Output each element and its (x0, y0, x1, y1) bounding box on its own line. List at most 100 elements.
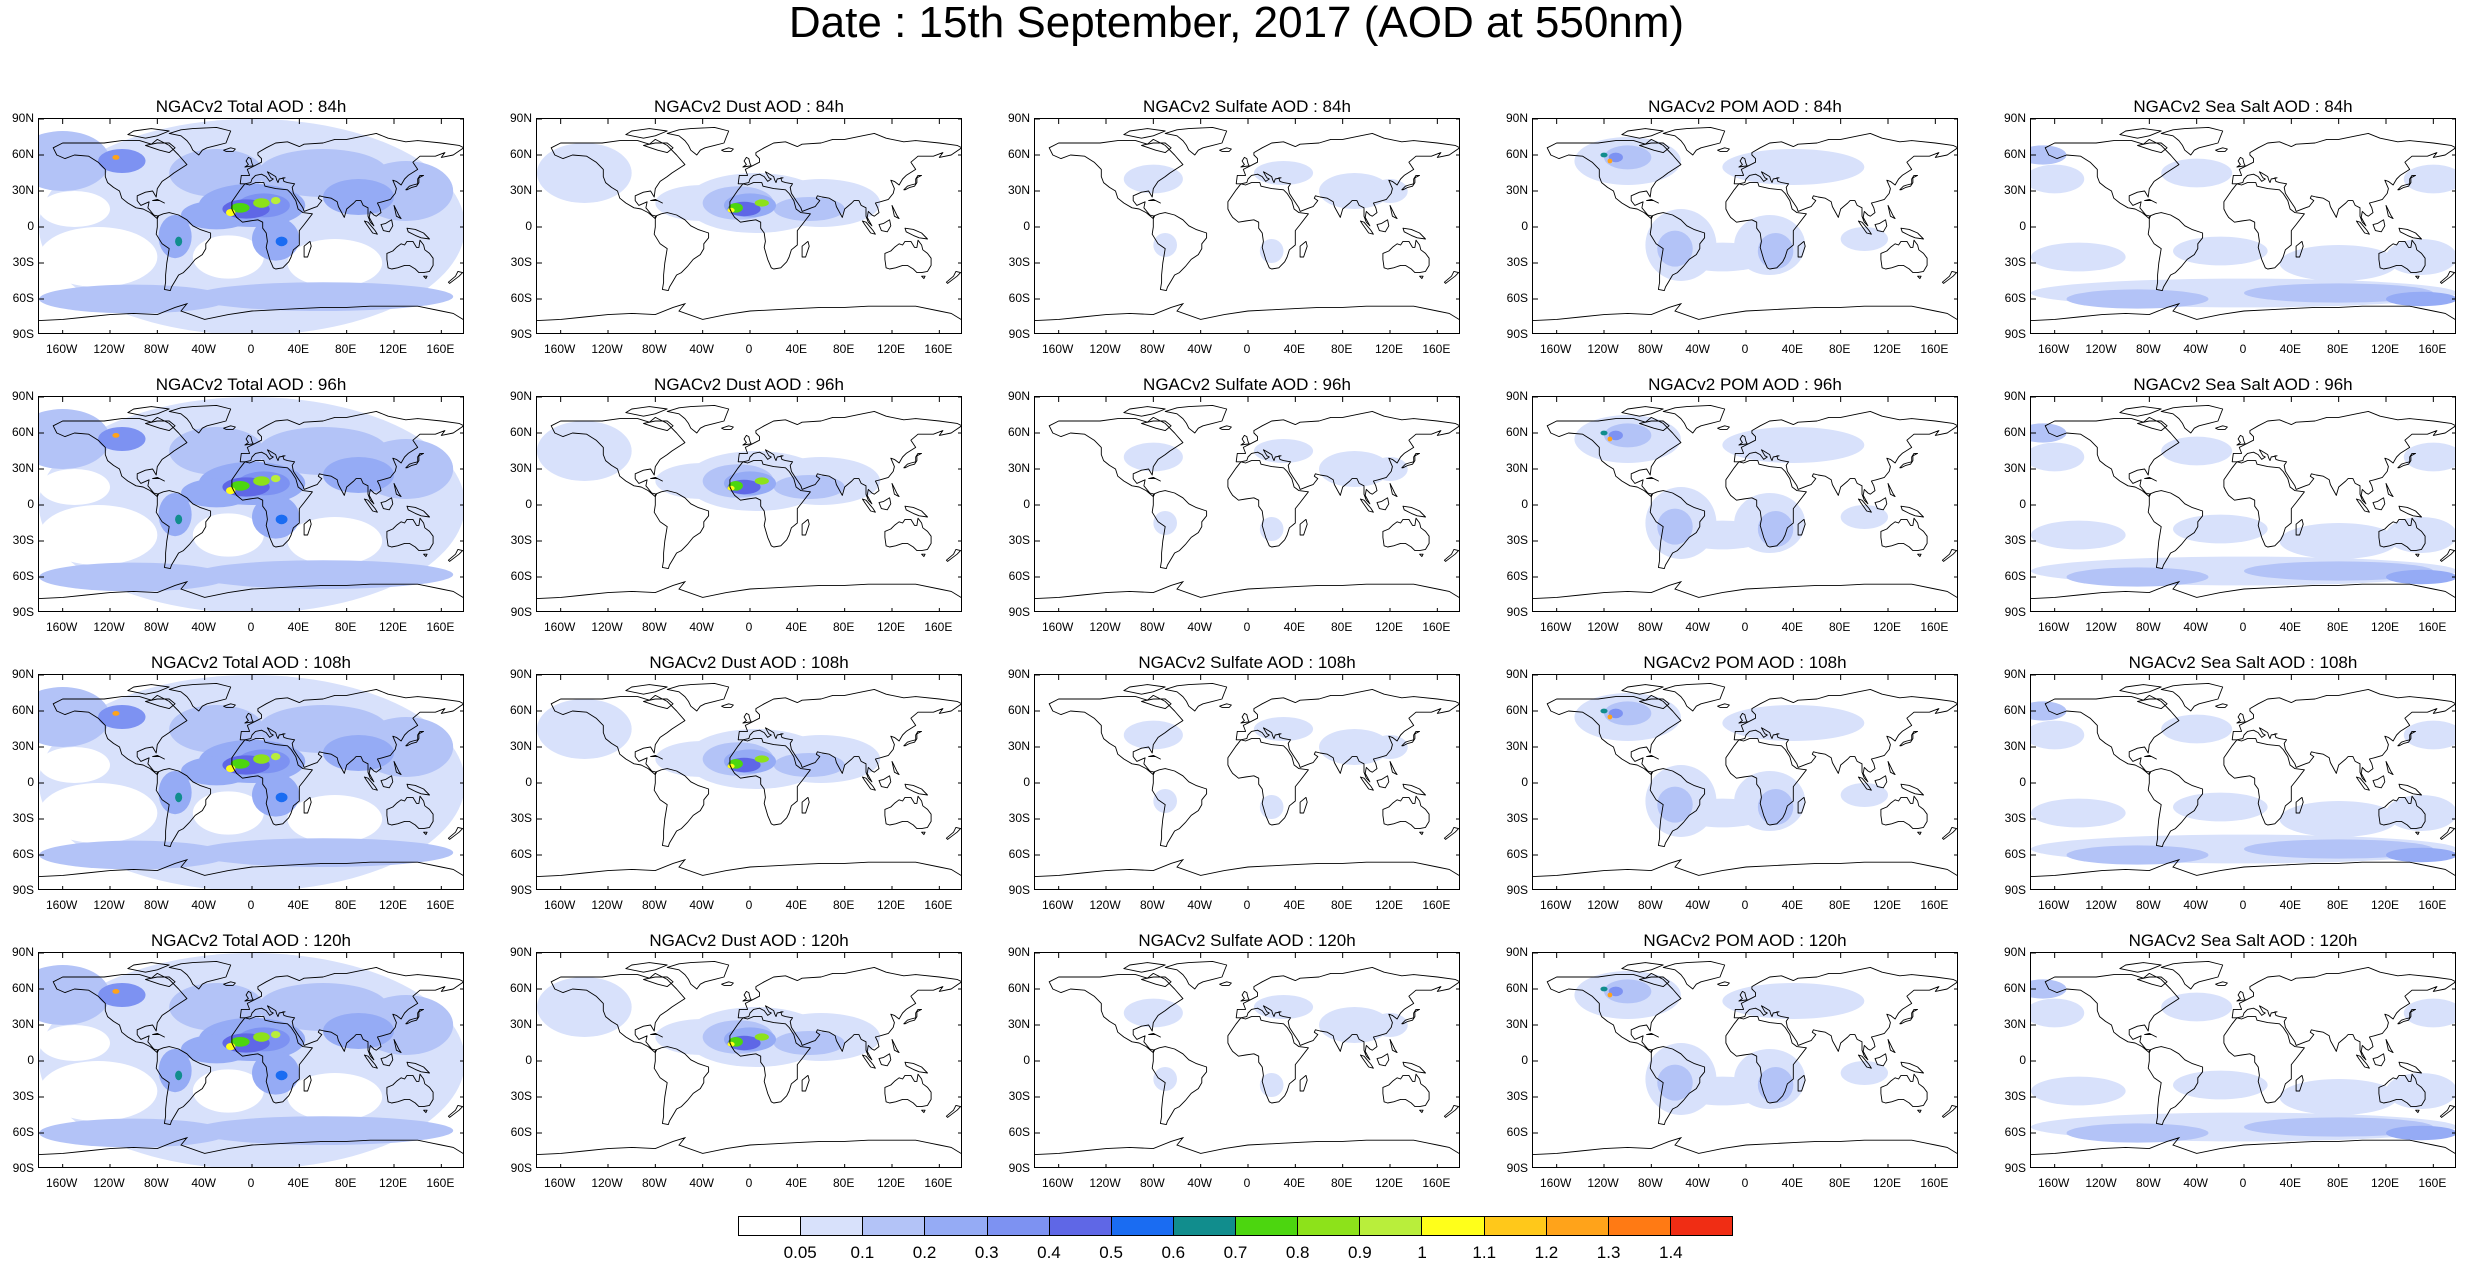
aerosol-plume (252, 217, 300, 261)
coastline (145, 420, 176, 432)
coastline (1917, 831, 1922, 836)
lon-label: 80E (1828, 620, 1851, 634)
aerosol-plume (537, 977, 632, 1037)
aod-map (1035, 675, 1459, 889)
lat-label: 30N (2003, 461, 2026, 475)
coastline (861, 498, 876, 513)
aerosol-plume (537, 143, 632, 203)
colorbar-level-label: 0.8 (1285, 1243, 1310, 1262)
coastline (145, 976, 176, 988)
coastline (1141, 420, 1172, 432)
coastline (1376, 775, 1390, 789)
lon-label: 40W (1685, 1176, 1710, 1190)
coastline (1419, 1109, 1424, 1114)
coastline (393, 204, 402, 220)
panel-title: NGACv2 Sea Salt AOD : 96h (2133, 375, 2353, 394)
aerosol-plume (275, 792, 288, 803)
coastline (2236, 434, 2246, 446)
coastline (2295, 518, 2304, 536)
lon-label: 160E (1920, 898, 1949, 912)
lat-label: 90S (510, 327, 532, 341)
lon-label: 0 (745, 898, 753, 912)
lon-label: 0 (1741, 898, 1749, 912)
coastline (2385, 1038, 2394, 1054)
lat-label: 60N (2003, 147, 2026, 161)
coastline (1419, 831, 1424, 836)
panel-title: NGACv2 Sea Salt AOD : 108h (2128, 653, 2358, 672)
map-panel-pom-row3: NGACv2 POM AOD : 108h 90N 60N 30N 0 30S 60S 90S… (1506, 653, 1958, 911)
map-area (2030, 396, 2456, 612)
aod-map (39, 675, 463, 889)
map-panel-seasalt-row2: NGACv2 Sea Salt AOD : 96h 90N 60N 30N 0 30S 60… (2004, 375, 2456, 633)
coastline (2223, 1016, 2305, 1104)
lon-label: 160W (1041, 342, 1074, 356)
coastline (1646, 754, 1659, 760)
antarctic-coastline (537, 302, 961, 322)
coastline (380, 775, 394, 789)
map-area (1034, 396, 1460, 612)
lon-label: 120W (591, 620, 623, 634)
lat-label: 60N (1505, 425, 1528, 439)
lat-label: 90S (1008, 605, 1030, 619)
coastline (406, 783, 430, 796)
aerosol-plume (1253, 439, 1314, 463)
coastline (2398, 505, 2422, 518)
lat-label: 90N (509, 389, 532, 403)
coastline (861, 776, 876, 791)
lon-label: 160W (1041, 620, 1074, 634)
lat-label: 30S (510, 811, 532, 825)
lon-label: 160E (426, 342, 455, 356)
lon-label: 40W (1187, 342, 1212, 356)
aerosol-plume (192, 1116, 454, 1145)
aerosol-plume (323, 1013, 394, 1049)
lon-label: 80E (334, 620, 357, 634)
aerosol-plume (2386, 239, 2455, 275)
lon-label: 0 (247, 342, 255, 356)
lon-label: 80W (641, 1176, 667, 1190)
colorbar-level-label: 0.1 (850, 1243, 875, 1262)
aerosol-plume (1253, 995, 1314, 1019)
lat-label: 90S (1008, 883, 1030, 897)
lat-label: 0 (2019, 775, 2026, 789)
aerosol-plume (754, 755, 769, 763)
lon-label: 80E (1330, 342, 1353, 356)
lon-label: 40E (785, 898, 807, 912)
aerosol-plume (1604, 423, 1652, 448)
colorbar-level-label: 1.1 (1472, 1243, 1497, 1262)
lon-label: 120E (2370, 898, 2400, 912)
antarctic-coastline (1035, 302, 1459, 322)
aerosol-plume (2066, 567, 2209, 587)
panel-title: NGACv2 Dust AOD : 120h (649, 931, 849, 950)
lon-label: 160E (426, 620, 455, 634)
lat-label: 0 (1521, 219, 1528, 233)
coastline (861, 1054, 876, 1069)
map-panel-total-row2: NGACv2 Total AOD : 96h 90N 60N 30N 0 30S 60S 90… (12, 375, 464, 633)
coastline (945, 548, 961, 562)
aerosol-plume (1372, 457, 1408, 481)
lat-label: 60N (509, 981, 532, 995)
lon-label: 0 (247, 898, 255, 912)
aerosol-plume (1253, 717, 1314, 741)
aod-map (1035, 119, 1459, 333)
lon-label: 160W (1539, 620, 1572, 634)
lat-label: 90S (2004, 327, 2026, 341)
antarctic-coastline (1533, 302, 1957, 322)
coastline (1227, 738, 1309, 826)
coastline (1148, 754, 1161, 760)
map-area (1034, 952, 1460, 1168)
lon-label: 80W (1637, 1176, 1663, 1190)
lat-label: 0 (2019, 219, 2026, 233)
coastline (155, 768, 212, 848)
aerosol-plume (253, 476, 270, 486)
panel-title: NGACv2 Sulfate AOD : 108h (1138, 653, 1356, 672)
coastline (231, 1016, 313, 1104)
coastline (1227, 182, 1309, 270)
lon-label: 80W (2135, 342, 2161, 356)
colorbar-swatch (863, 1217, 926, 1235)
coastline (2223, 738, 2305, 826)
lon-label: 80W (2135, 1176, 2161, 1190)
map-area (1532, 118, 1958, 334)
lon-label: 120W (93, 898, 125, 912)
coastline (1389, 1038, 1398, 1054)
coastline (625, 684, 668, 695)
